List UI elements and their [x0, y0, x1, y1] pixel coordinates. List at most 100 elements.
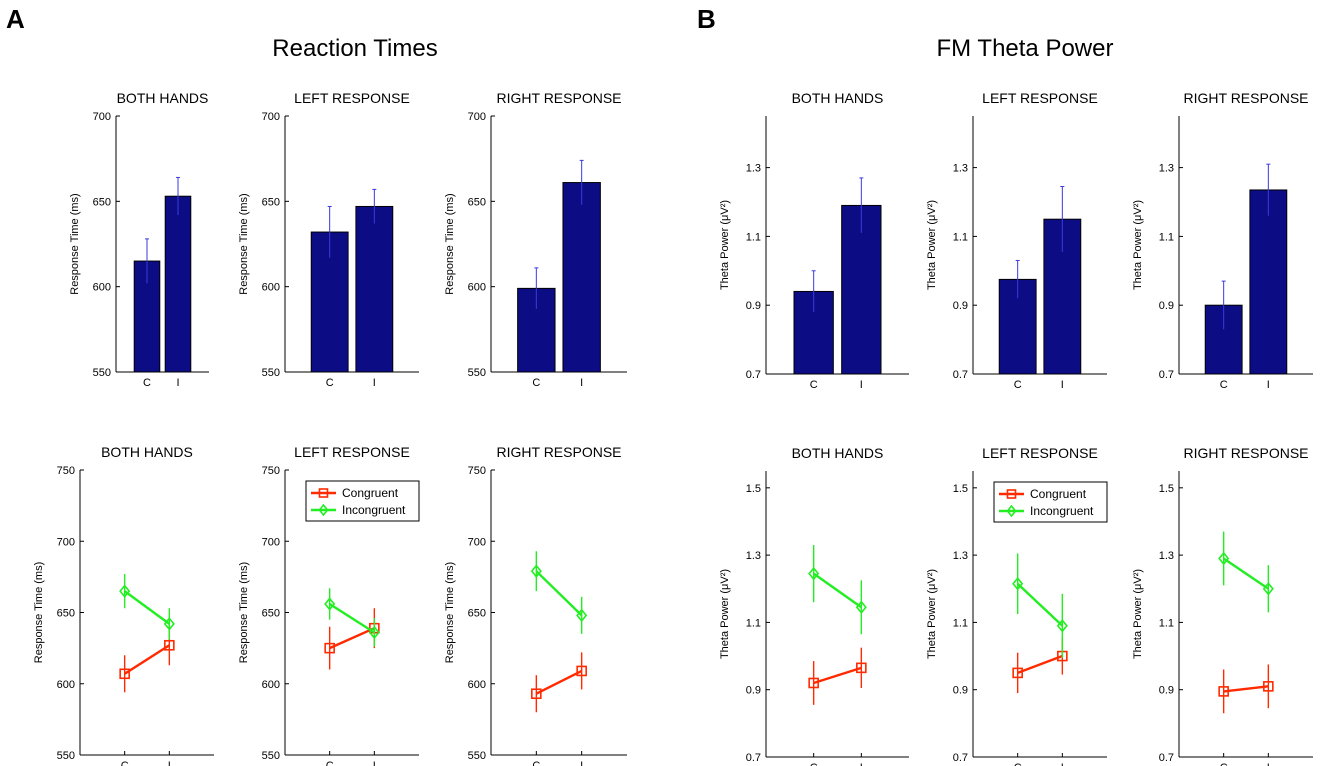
- y-axis-label: Theta Power (μV²): [1132, 200, 1144, 290]
- marker-square: [324, 642, 335, 654]
- panel-a-letter: A: [6, 4, 25, 34]
- panel-a-title: Reaction Times: [272, 35, 437, 62]
- y-tick-label: 650: [262, 608, 280, 620]
- x-tick-label: C: [326, 377, 334, 389]
- marker-square: [1263, 681, 1274, 692]
- y-tick-label: 600: [468, 679, 486, 691]
- x-tick-label: C: [326, 760, 334, 766]
- series-line-congruent: [535, 669, 583, 695]
- y-tick-label: 0.7: [953, 752, 968, 764]
- marker-square: [119, 668, 130, 680]
- chart-title: BOTH HANDS: [117, 90, 209, 106]
- y-tick-label: 1.1: [746, 231, 761, 243]
- y-tick-label: 650: [468, 608, 486, 620]
- marker-diamond: [1262, 582, 1274, 596]
- y-tick-label: 600: [262, 679, 280, 691]
- y-tick-label: 0.9: [1159, 685, 1174, 697]
- legend-label-incongruent: Incongruent: [342, 503, 406, 517]
- legend-box: [305, 480, 420, 522]
- chart-title: RIGHT RESPONSE: [497, 90, 622, 106]
- y-tick-label: 0.7: [1159, 369, 1174, 381]
- y-tick-label: 650: [262, 196, 280, 208]
- x-tick-label: C: [1014, 762, 1022, 766]
- x-tick-label: C: [143, 377, 151, 389]
- y-tick-label: 1.1: [953, 617, 968, 629]
- chart-b_bar_right: RIGHT RESPONSE 0.7 0.9 1.1 1.3 C I Theta Power …: [1132, 90, 1313, 391]
- marker-diamond: [324, 597, 336, 611]
- y-tick-label: 700: [262, 536, 280, 548]
- y-tick-label: 600: [93, 282, 111, 294]
- y-tick-label: 1.3: [1159, 550, 1174, 562]
- series-line-incongruent: [1016, 582, 1064, 627]
- y-axis-label: Response Time (ms): [444, 562, 456, 663]
- y-tick-label: 550: [468, 367, 486, 379]
- marker-diamond: [530, 564, 542, 578]
- y-tick-label: 1.1: [1159, 617, 1174, 629]
- x-tick-label: C: [810, 379, 818, 391]
- y-axis-label: Response Time (ms): [238, 562, 250, 663]
- y-tick-label: 1.1: [746, 617, 761, 629]
- marker-diamond: [855, 600, 867, 615]
- series-line-congruent: [124, 644, 170, 675]
- marker-square: [1218, 686, 1229, 697]
- chart-b_line_left: LEFT RESPONSE 0.7 0.9 1.1 1.3 1.5 C I Theta Powe…: [926, 445, 1108, 766]
- y-tick-label: 700: [93, 111, 111, 123]
- y-tick-label: 0.9: [953, 300, 968, 312]
- series-line-incongruent: [123, 590, 171, 625]
- chart-grid: BOTH HANDS 550 600 650 700 C I Response Time (m…: [33, 90, 1313, 766]
- y-axis-label: Theta Power (μV²): [926, 569, 938, 659]
- x-tick-label: I: [860, 379, 863, 391]
- chart-a_line_both: BOTH HANDS 550 600 650 700 750 C I Response Time…: [33, 444, 214, 766]
- x-tick-label: I: [860, 762, 863, 766]
- x-tick-label: I: [373, 760, 376, 766]
- legend-label-congruent: Congruent: [1030, 487, 1087, 501]
- x-tick-label: I: [1061, 762, 1064, 766]
- chart-title: LEFT RESPONSE: [294, 90, 410, 106]
- chart-title: BOTH HANDS: [792, 445, 884, 461]
- series-line-incongruent: [1222, 557, 1270, 590]
- chart-title: BOTH HANDS: [101, 444, 193, 460]
- chart-a_bar_right: RIGHT RESPONSE 550 600 650 700 C I Response Tim…: [444, 90, 627, 389]
- bar-I: [164, 195, 192, 373]
- bar-I: [841, 204, 882, 375]
- chart-title: LEFT RESPONSE: [982, 445, 1098, 461]
- y-tick-label: 1.5: [953, 483, 968, 495]
- x-tick-label: I: [1267, 762, 1270, 766]
- chart-title: LEFT RESPONSE: [294, 444, 410, 460]
- y-tick-label: 750: [262, 465, 280, 477]
- y-tick-label: 0.9: [746, 685, 761, 697]
- y-tick-label: 650: [57, 608, 75, 620]
- y-axis-label: Response Time (ms): [33, 562, 45, 663]
- chart-b_bar_left: LEFT RESPONSE 0.7 0.9 1.1 1.3 C I Theta Power (…: [926, 90, 1107, 391]
- marker-diamond: [1056, 619, 1068, 633]
- series-line-congruent: [1223, 685, 1269, 693]
- y-axis-label: Theta Power (μV²): [926, 200, 938, 290]
- x-tick-label: C: [121, 760, 129, 766]
- y-tick-label: 600: [468, 282, 486, 294]
- y-tick-label: 0.7: [953, 369, 968, 381]
- y-tick-label: 700: [468, 536, 486, 548]
- y-axis-label: Response Time (ms): [444, 193, 456, 294]
- legend-marker-diamond: [1006, 504, 1017, 518]
- chart-a_line_right: RIGHT RESPONSE 550 600 650 700 750 C I Response …: [444, 444, 627, 766]
- y-tick-label: 1.3: [953, 163, 968, 175]
- marker-square: [576, 665, 587, 677]
- legend-label-incongruent: Incongruent: [1030, 504, 1094, 518]
- marker-diamond: [368, 625, 380, 640]
- y-tick-label: 1.1: [953, 231, 968, 243]
- y-tick-label: 600: [262, 282, 280, 294]
- chart-b_line_both: BOTH HANDS 0.7 0.9 1.1 1.3 1.5 C I Theta Power (…: [719, 445, 909, 766]
- y-tick-label: 0.7: [746, 752, 761, 764]
- marker-square: [856, 662, 867, 674]
- series-line-congruent: [813, 666, 862, 685]
- legend-marker-square: [1006, 489, 1017, 499]
- y-tick-label: 550: [93, 367, 111, 379]
- y-tick-label: 1.3: [1159, 163, 1174, 175]
- series-line-incongruent: [329, 602, 375, 634]
- y-tick-label: 650: [468, 196, 486, 208]
- y-tick-label: 550: [262, 750, 280, 762]
- chart-title: RIGHT RESPONSE: [1184, 90, 1309, 106]
- x-tick-label: I: [580, 760, 583, 766]
- x-tick-label: I: [1267, 379, 1270, 391]
- series-line-congruent: [329, 627, 375, 650]
